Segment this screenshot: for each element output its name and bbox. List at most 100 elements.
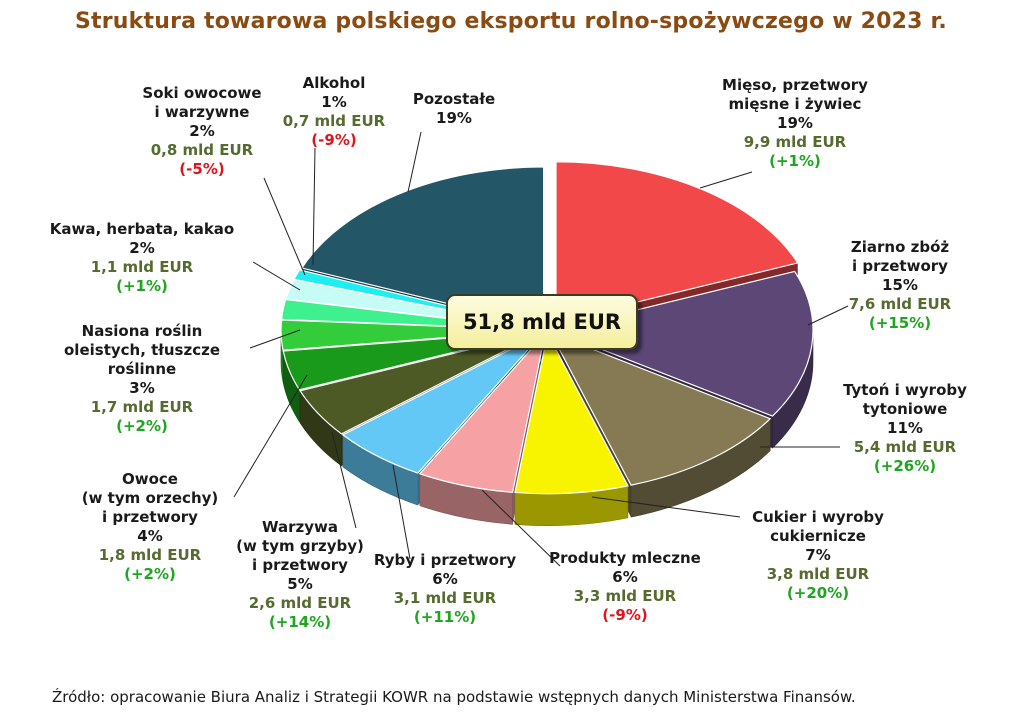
slice-name: Warzywa bbox=[261, 518, 339, 536]
slice-name: roślinne bbox=[107, 360, 177, 378]
slice-value: 7,6 mld EUR bbox=[848, 295, 952, 313]
slice-name: Alkohol bbox=[302, 74, 366, 92]
pie-slice bbox=[555, 161, 799, 323]
slice-label: Ryby i przetwory 6% 3,1 mld EUR (+11%) bbox=[325, 551, 565, 627]
leader-line bbox=[591, 496, 741, 518]
slice-name: i przetwory bbox=[252, 556, 348, 574]
slice-value: 2,6 mld EUR bbox=[248, 594, 352, 612]
slice-change: (+15%) bbox=[868, 314, 932, 332]
slice-label: Soki owocowe i warzywne 2% 0,8 mld EUR (-5%) bbox=[82, 84, 322, 179]
slice-share: 6% bbox=[432, 570, 458, 588]
pie-slice bbox=[418, 331, 547, 493]
slice-share: 2% bbox=[129, 239, 155, 257]
slice-change: (+2%) bbox=[116, 417, 168, 435]
slice-name: (w tym orzechy) bbox=[81, 489, 219, 507]
leader-line bbox=[263, 177, 306, 276]
leader-line bbox=[233, 374, 308, 498]
slice-change: (+1%) bbox=[769, 152, 821, 170]
slice-value: 3,3 mld EUR bbox=[573, 587, 677, 605]
slice-change: (+11%) bbox=[413, 608, 477, 626]
leader-line bbox=[392, 464, 411, 560]
slice-change: (+20%) bbox=[786, 584, 850, 602]
source-note: Źródło: opracowanie Biura Analiz i Strat… bbox=[52, 688, 856, 706]
slice-value: 9,9 mld EUR bbox=[743, 133, 847, 151]
slice-name: Ryby i przetwory bbox=[373, 551, 517, 569]
slice-name: Mięso, przetwory bbox=[722, 76, 868, 94]
slice-share: 15% bbox=[882, 276, 918, 294]
slice-change: (+2%) bbox=[124, 565, 176, 583]
leader-line bbox=[331, 431, 357, 529]
leader-line bbox=[481, 489, 561, 567]
leader-lines bbox=[233, 131, 849, 567]
leader-line bbox=[249, 329, 301, 349]
slice-label: Cukier i wyroby cukiernicze 7% 3,8 mld EUR(… bbox=[698, 508, 938, 603]
slice-value: 0,8 mld EUR bbox=[150, 141, 254, 159]
slice-change: (+1%) bbox=[116, 277, 168, 295]
slice-label: Ziarno zbóż i przetwory 15% 7,6 mld EUR (+15… bbox=[780, 238, 1020, 333]
slice-value: 3,1 mld EUR bbox=[393, 589, 497, 607]
slice-value: 1,7 mld EUR bbox=[90, 398, 194, 416]
slice-name: i przetwory bbox=[852, 257, 948, 275]
pie-slice bbox=[514, 331, 629, 495]
slice-label: Tytoń i wyroby tytoniowe 11% 5,4 mld EUR (+2… bbox=[785, 381, 1022, 476]
slice-label: Alkohol 1% 0,7 mld EUR (-9%) bbox=[214, 74, 454, 150]
slice-name: Cukier i wyroby bbox=[752, 508, 884, 526]
slice-label: Nasiona roślin oleistych, tłuszcze roślinn… bbox=[22, 322, 262, 436]
slice-name: (w tym grzyby) bbox=[236, 537, 364, 555]
slice-share: 5% bbox=[287, 575, 313, 593]
slice-name: oleistych, tłuszcze bbox=[64, 341, 220, 359]
slice-name: Tytoń i wyroby bbox=[843, 381, 967, 399]
slice-label: Owoce (w tym orzechy) i przetwory 4% 1,8 mld… bbox=[30, 470, 270, 584]
slice-name: Kawa, herbata, kakao bbox=[49, 220, 235, 238]
slice-label: Warzywa (w tym grzyby) i przetwory 5% 2,6 ml… bbox=[180, 518, 420, 632]
slice-change: (-9%) bbox=[602, 606, 648, 624]
slice-name: i przetwory bbox=[102, 508, 198, 526]
slice-share: 4% bbox=[137, 527, 163, 545]
slice-value: 1,8 mld EUR bbox=[98, 546, 202, 564]
slice-name: i warzywne bbox=[154, 103, 250, 121]
total-value-box: 51,8 mld EUR bbox=[446, 294, 638, 350]
slice-share: 1% bbox=[321, 93, 347, 111]
leader-line bbox=[252, 261, 301, 291]
slice-share: 19% bbox=[777, 114, 813, 132]
slice-name: Ziarno zbóż bbox=[850, 238, 950, 256]
leader-line bbox=[807, 305, 849, 326]
slice-change: (+26%) bbox=[873, 457, 937, 475]
pie-slice bbox=[549, 331, 772, 486]
leader-line bbox=[699, 171, 753, 189]
slice-value: 3,8 mld EUR bbox=[766, 565, 870, 583]
slice-share: 3% bbox=[129, 379, 155, 397]
slice-name: Produkty mleczne bbox=[549, 549, 701, 567]
leader-line bbox=[407, 131, 422, 193]
slice-label: Pozostałe 19% bbox=[334, 90, 574, 128]
slice-label: Mięso, przetwory mięsne i żywiec 19% 9,9 ml… bbox=[675, 76, 915, 171]
chart-title: Struktura towarowa polskiego eksportu ro… bbox=[74, 9, 947, 34]
slice-label: Kawa, herbata, kakao 2% 1,1 mld EUR (+1%) bbox=[22, 220, 262, 296]
slice-name: mięsne i żywiec bbox=[728, 95, 862, 113]
slice-name: Owoce bbox=[122, 470, 178, 488]
slice-share: 7% bbox=[805, 546, 831, 564]
slice-value: 0,7 mld EUR bbox=[282, 112, 386, 130]
pie-slice bbox=[299, 331, 543, 435]
slice-change: (-9%) bbox=[311, 131, 357, 149]
slice-name: Pozostałe bbox=[412, 90, 496, 108]
slice-label: Produkty mleczne 6% 3,3 mld EUR (-9%) bbox=[505, 549, 745, 625]
pie-slice bbox=[550, 270, 814, 417]
slice-change: (-5%) bbox=[179, 160, 225, 178]
slice-share: 6% bbox=[612, 568, 638, 586]
total-value-label: 51,8 mld EUR bbox=[462, 310, 622, 334]
leader-line bbox=[312, 147, 316, 266]
pie-slice bbox=[300, 166, 545, 328]
slice-name: Nasiona roślin bbox=[81, 322, 203, 340]
slice-share: 19% bbox=[436, 109, 472, 127]
slice-name: Soki owocowe bbox=[142, 84, 262, 102]
slice-value: 5,4 mld EUR bbox=[853, 438, 957, 456]
slice-value: 1,1 mld EUR bbox=[90, 258, 194, 276]
slice-name: tytoniowe bbox=[862, 400, 948, 418]
slice-share: 11% bbox=[887, 419, 923, 437]
slice-change: (+14%) bbox=[268, 613, 332, 631]
slice-name: cukiernicze bbox=[770, 527, 866, 545]
pie-slice bbox=[341, 332, 544, 474]
slice-share: 2% bbox=[189, 122, 215, 140]
